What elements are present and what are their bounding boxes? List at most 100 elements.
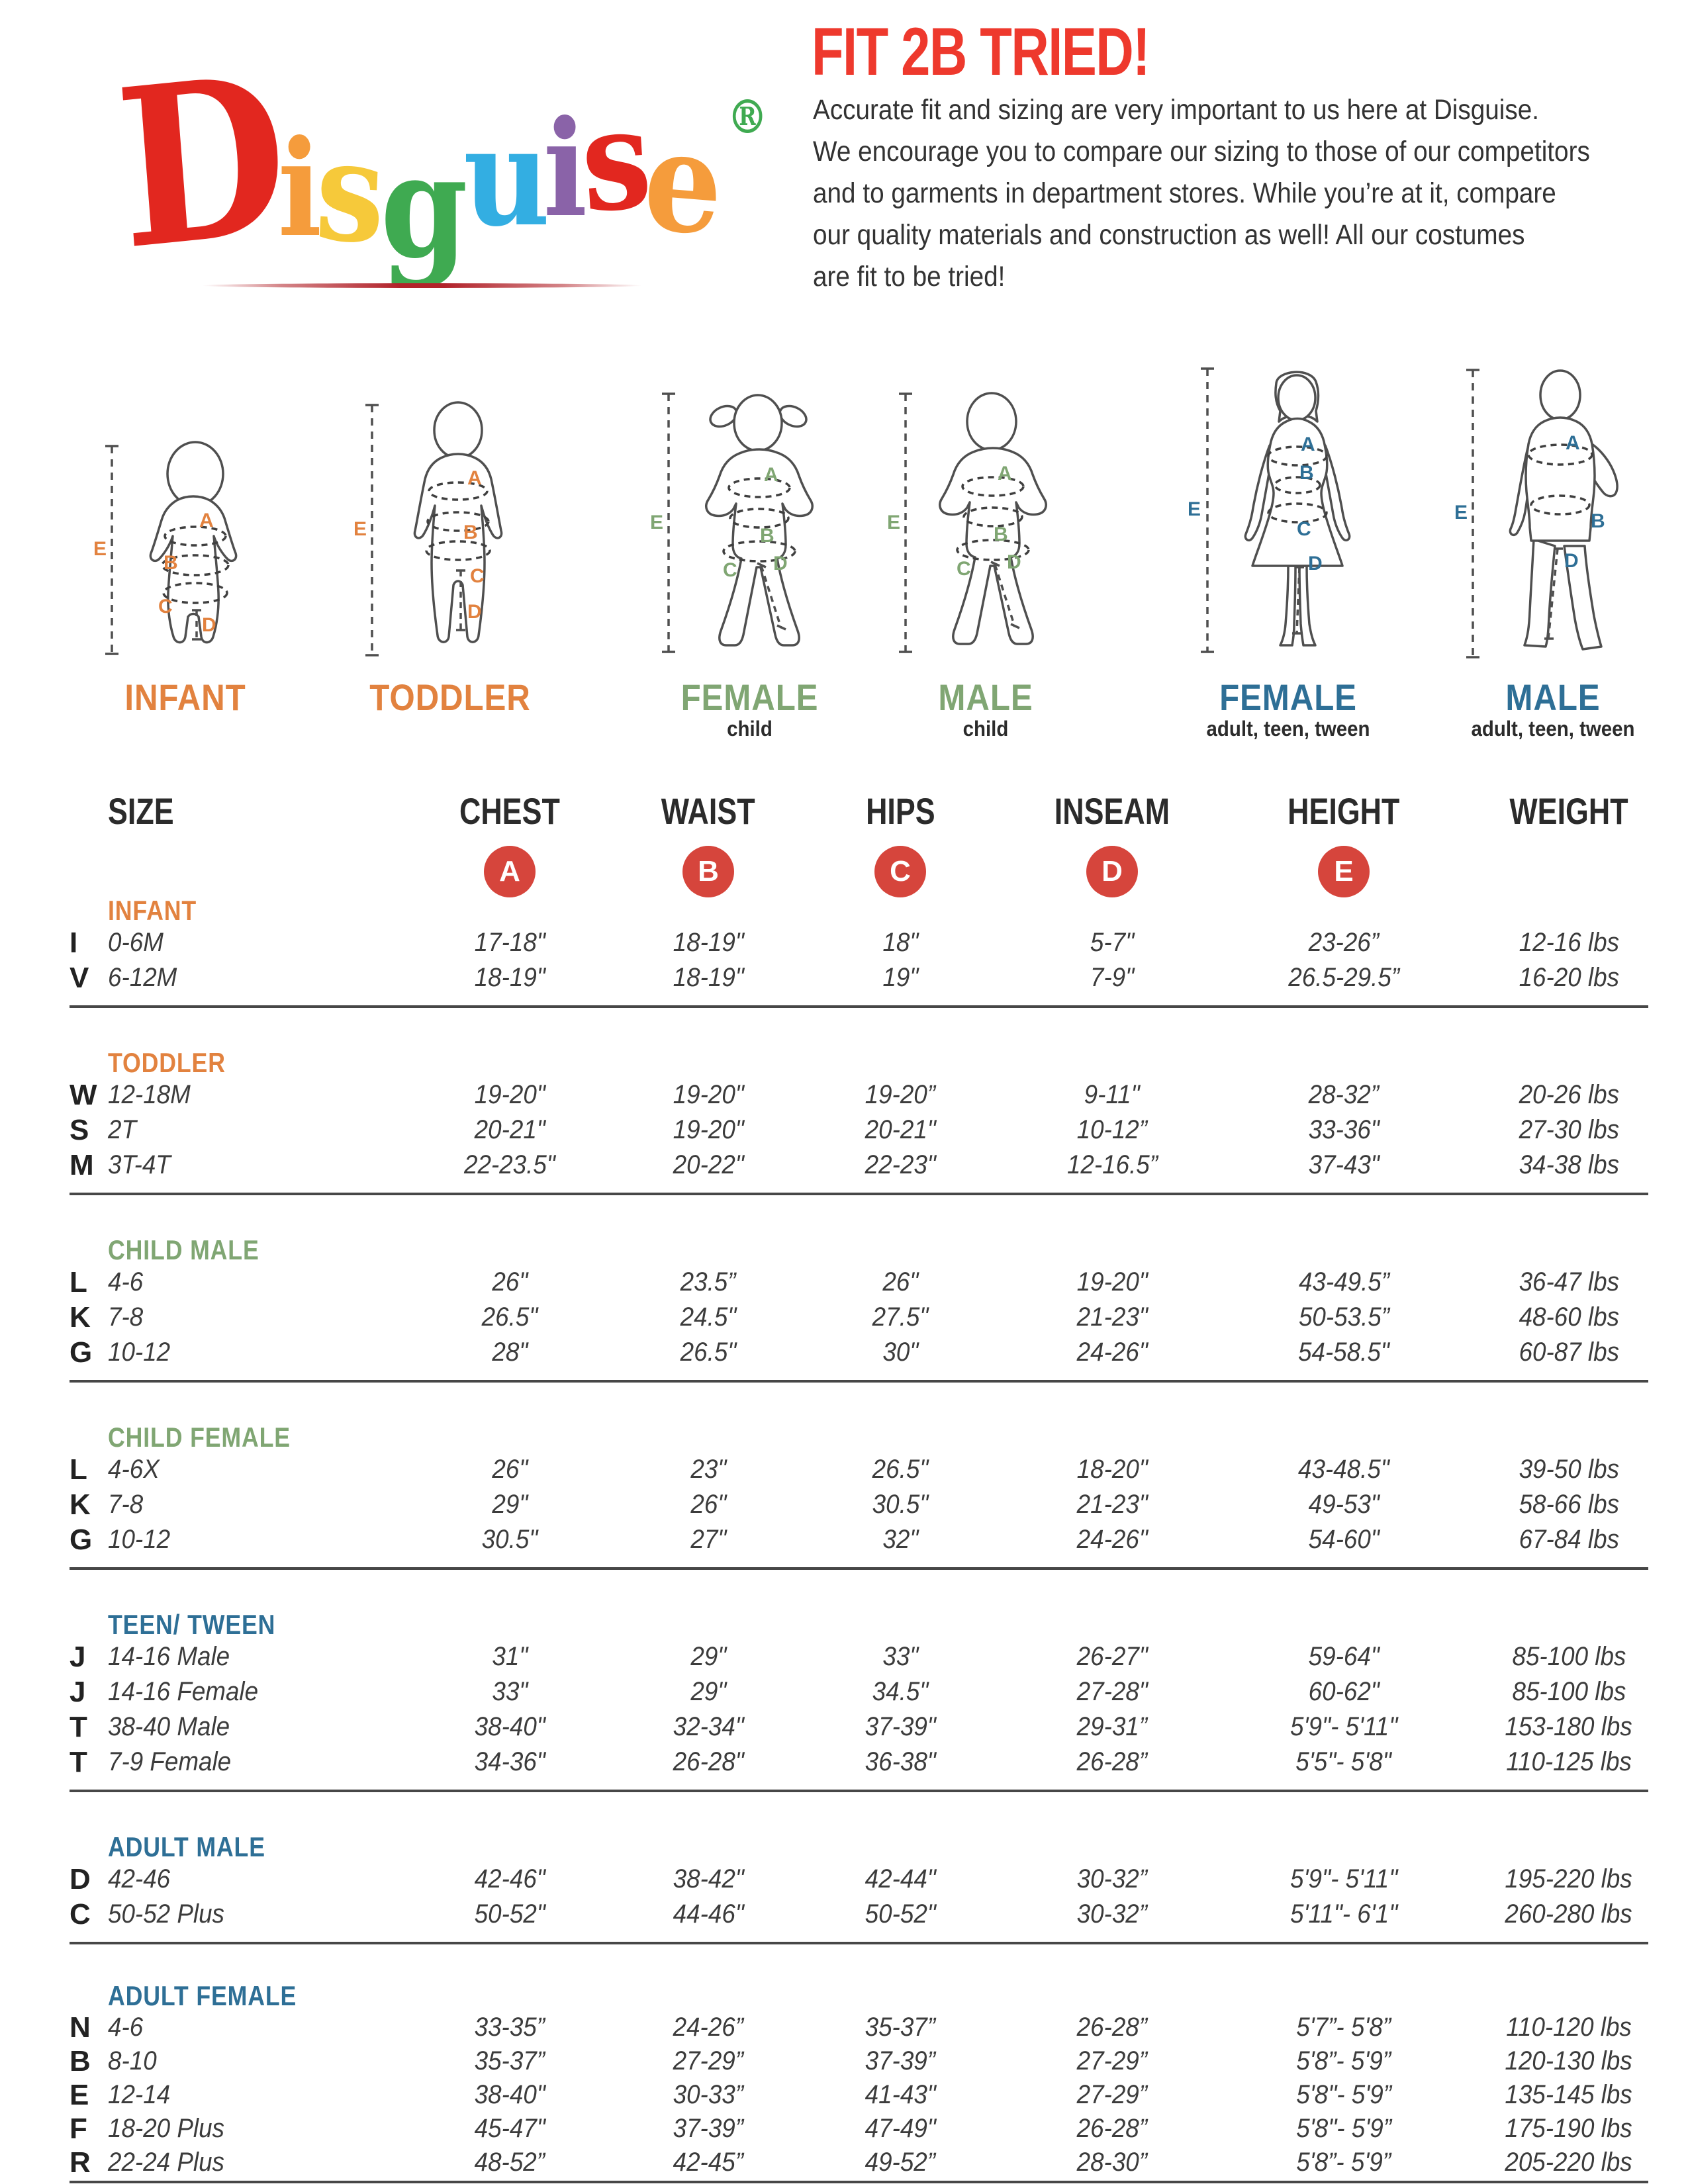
measure-letter-d: D (1308, 553, 1323, 574)
section-title: TODDLER (108, 1047, 226, 1078)
toddler-figure-illustration (365, 401, 503, 657)
cell-waist: 44-46" (673, 1899, 744, 1929)
measure-letter-b: B (164, 552, 178, 574)
cell-hips: 22-23" (865, 1150, 936, 1179)
size-value: 22-24 Plus (108, 2148, 224, 2177)
size-letter: E (70, 2078, 89, 2111)
size-value: 4-6 (108, 2013, 144, 2042)
cell-chest: 34-36" (474, 1747, 545, 1776)
cell-height: 43-48.5" (1298, 1455, 1389, 1484)
cell-inseam: 10-12” (1076, 1115, 1148, 1144)
figure-infant: A B C D E INFANT (89, 361, 281, 784)
column-header-inseam: INSEAM (1054, 790, 1170, 832)
size-value: 3T-4T (108, 1150, 171, 1179)
cell-weight: 48-60 lbs (1519, 1302, 1619, 1332)
cell-height: 60-62" (1308, 1677, 1380, 1706)
column-header-height: HEIGHT (1288, 790, 1400, 832)
section-divider (70, 1790, 1648, 1792)
logo-letter: D (109, 26, 296, 298)
table-row: V 6-12M 18-19" 18-19" 19" 7-9" 26.5-29.5”… (70, 960, 1678, 995)
cell-hips: 35-37” (865, 2013, 936, 2042)
cell-waist: 18-19" (673, 928, 744, 957)
cell-inseam: 24-26" (1076, 1338, 1148, 1367)
measure-letter-e: E (93, 538, 107, 560)
measure-circle-b: B (682, 846, 734, 897)
table-row: D 42-46 42-46" 38-42" 42-44" 30-32” 5'9"-… (70, 1862, 1678, 1897)
logo-letter: e (639, 97, 727, 267)
cell-inseam: 29-31” (1076, 1712, 1148, 1741)
cell-height: 5'8"- 5'9” (1296, 2080, 1391, 2109)
figure-title: MALE (938, 676, 1033, 718)
intro-line: our quality materials and construction a… (813, 219, 1525, 251)
intro-line: are fit to be tried! (813, 261, 1006, 293)
cell-inseam: 21-23" (1076, 1490, 1148, 1519)
cell-height: 33-36" (1308, 1115, 1380, 1144)
cell-height: 59-64" (1308, 1642, 1380, 1671)
size-letter: K (70, 1300, 91, 1334)
table-row: I 0-6M 17-18" 18-19" 18" 5-7" 23-26” 12-1… (70, 925, 1678, 960)
cell-weight: 120-130 lbs (1505, 2046, 1633, 2075)
intro-line: We encourage you to compare our sizing t… (813, 136, 1590, 167)
cell-weight: 16-20 lbs (1519, 963, 1619, 992)
size-value: 14-16 Male (108, 1642, 230, 1671)
table-row: J 14-16 Female 33" 29" 34.5" 27-28" 60-62… (70, 1674, 1678, 1709)
measure-letter-c: C (957, 558, 971, 580)
cell-hips: 36-38" (865, 1747, 936, 1776)
cell-weight: 205-220 lbs (1505, 2148, 1633, 2177)
table-row: L 4-6X 26" 23" 26.5" 18-20" 43-48.5" 39-5… (70, 1452, 1678, 1487)
size-letter: T (70, 1710, 87, 1743)
section-title: ADULT FEMALE (108, 1980, 297, 2011)
size-letter: K (70, 1488, 91, 1521)
cell-chest: 38-40" (474, 1712, 545, 1741)
cell-height: 5'9"- 5'11" (1289, 1712, 1398, 1741)
logo-letter: u (463, 98, 551, 257)
cell-inseam: 12-16.5” (1066, 1150, 1158, 1179)
cell-height: 54-60" (1308, 1525, 1380, 1554)
cell-weight: 85-100 lbs (1512, 1677, 1626, 1706)
table-row: C 50-52 Plus 50-52" 44-46" 50-52" 30-32” … (70, 1897, 1678, 1932)
table-row: G 10-12 28" 26.5" 30" 24-26" 54-58.5" 60-… (70, 1335, 1678, 1370)
figure-title: INFANT (124, 676, 246, 718)
cell-height: 50-53.5” (1298, 1302, 1389, 1332)
cell-weight: 12-16 lbs (1519, 928, 1619, 957)
size-value: 8-10 (108, 2046, 157, 2075)
cell-hips: 19" (882, 963, 918, 992)
cell-inseam: 27-29” (1076, 2046, 1148, 2075)
size-letter: M (70, 1148, 94, 1181)
figure-title: FEMALE (680, 676, 819, 718)
cell-hips: 33" (882, 1642, 918, 1671)
figure-subtitle: child (962, 717, 1009, 741)
cell-hips: 19-20” (865, 1080, 936, 1109)
size-letter: B (70, 2044, 91, 2077)
cell-waist: 29" (690, 1677, 726, 1706)
cell-height: 43-49.5” (1298, 1267, 1389, 1297)
cell-inseam: 26-28” (1076, 1747, 1148, 1776)
logo-letter: g (380, 122, 468, 290)
cell-chest: 18-19" (474, 963, 545, 992)
cell-chest: 28" (491, 1338, 528, 1367)
section-divider (70, 2181, 1648, 2183)
sizing-table: SIZE CHEST WAIST HIPS INSEAM HEIGHT WEIG… (70, 728, 1678, 2183)
column-header-weight: WEIGHT (1509, 790, 1628, 832)
size-value: 7-9 Female (108, 1747, 232, 1776)
measure-letter-e: E (1188, 498, 1201, 520)
section-title: CHILD FEMALE (108, 1422, 291, 1453)
cell-height: 23-26” (1308, 928, 1380, 957)
size-value: 4-6 (108, 1267, 144, 1297)
table-row: M 3T-4T 22-23.5" 20-22" 22-23" 12-16.5” 3… (70, 1148, 1678, 1183)
cell-hips: 26" (882, 1267, 918, 1297)
cell-waist: 20-22" (673, 1150, 744, 1179)
table-section-child-female: CHILD FEMALE L 4-6X 26" 23" 26.5" 18-20" … (70, 1422, 1678, 1557)
cell-hips: 37-39" (865, 1712, 936, 1741)
cell-chest: 19-20" (474, 1080, 545, 1109)
column-header-waist: WAIST (661, 790, 755, 832)
intro-paragraph: Accurate fit and sizing are very importa… (813, 94, 1676, 302)
cell-chest: 26" (491, 1455, 528, 1484)
cell-hips: 30" (882, 1338, 918, 1367)
size-value: 4-6X (108, 1455, 160, 1484)
cell-chest: 48-52” (474, 2148, 545, 2177)
cell-height: 28-32” (1308, 1080, 1380, 1109)
measure-letter-d: D (773, 553, 788, 574)
size-letter: L (70, 1265, 87, 1298)
